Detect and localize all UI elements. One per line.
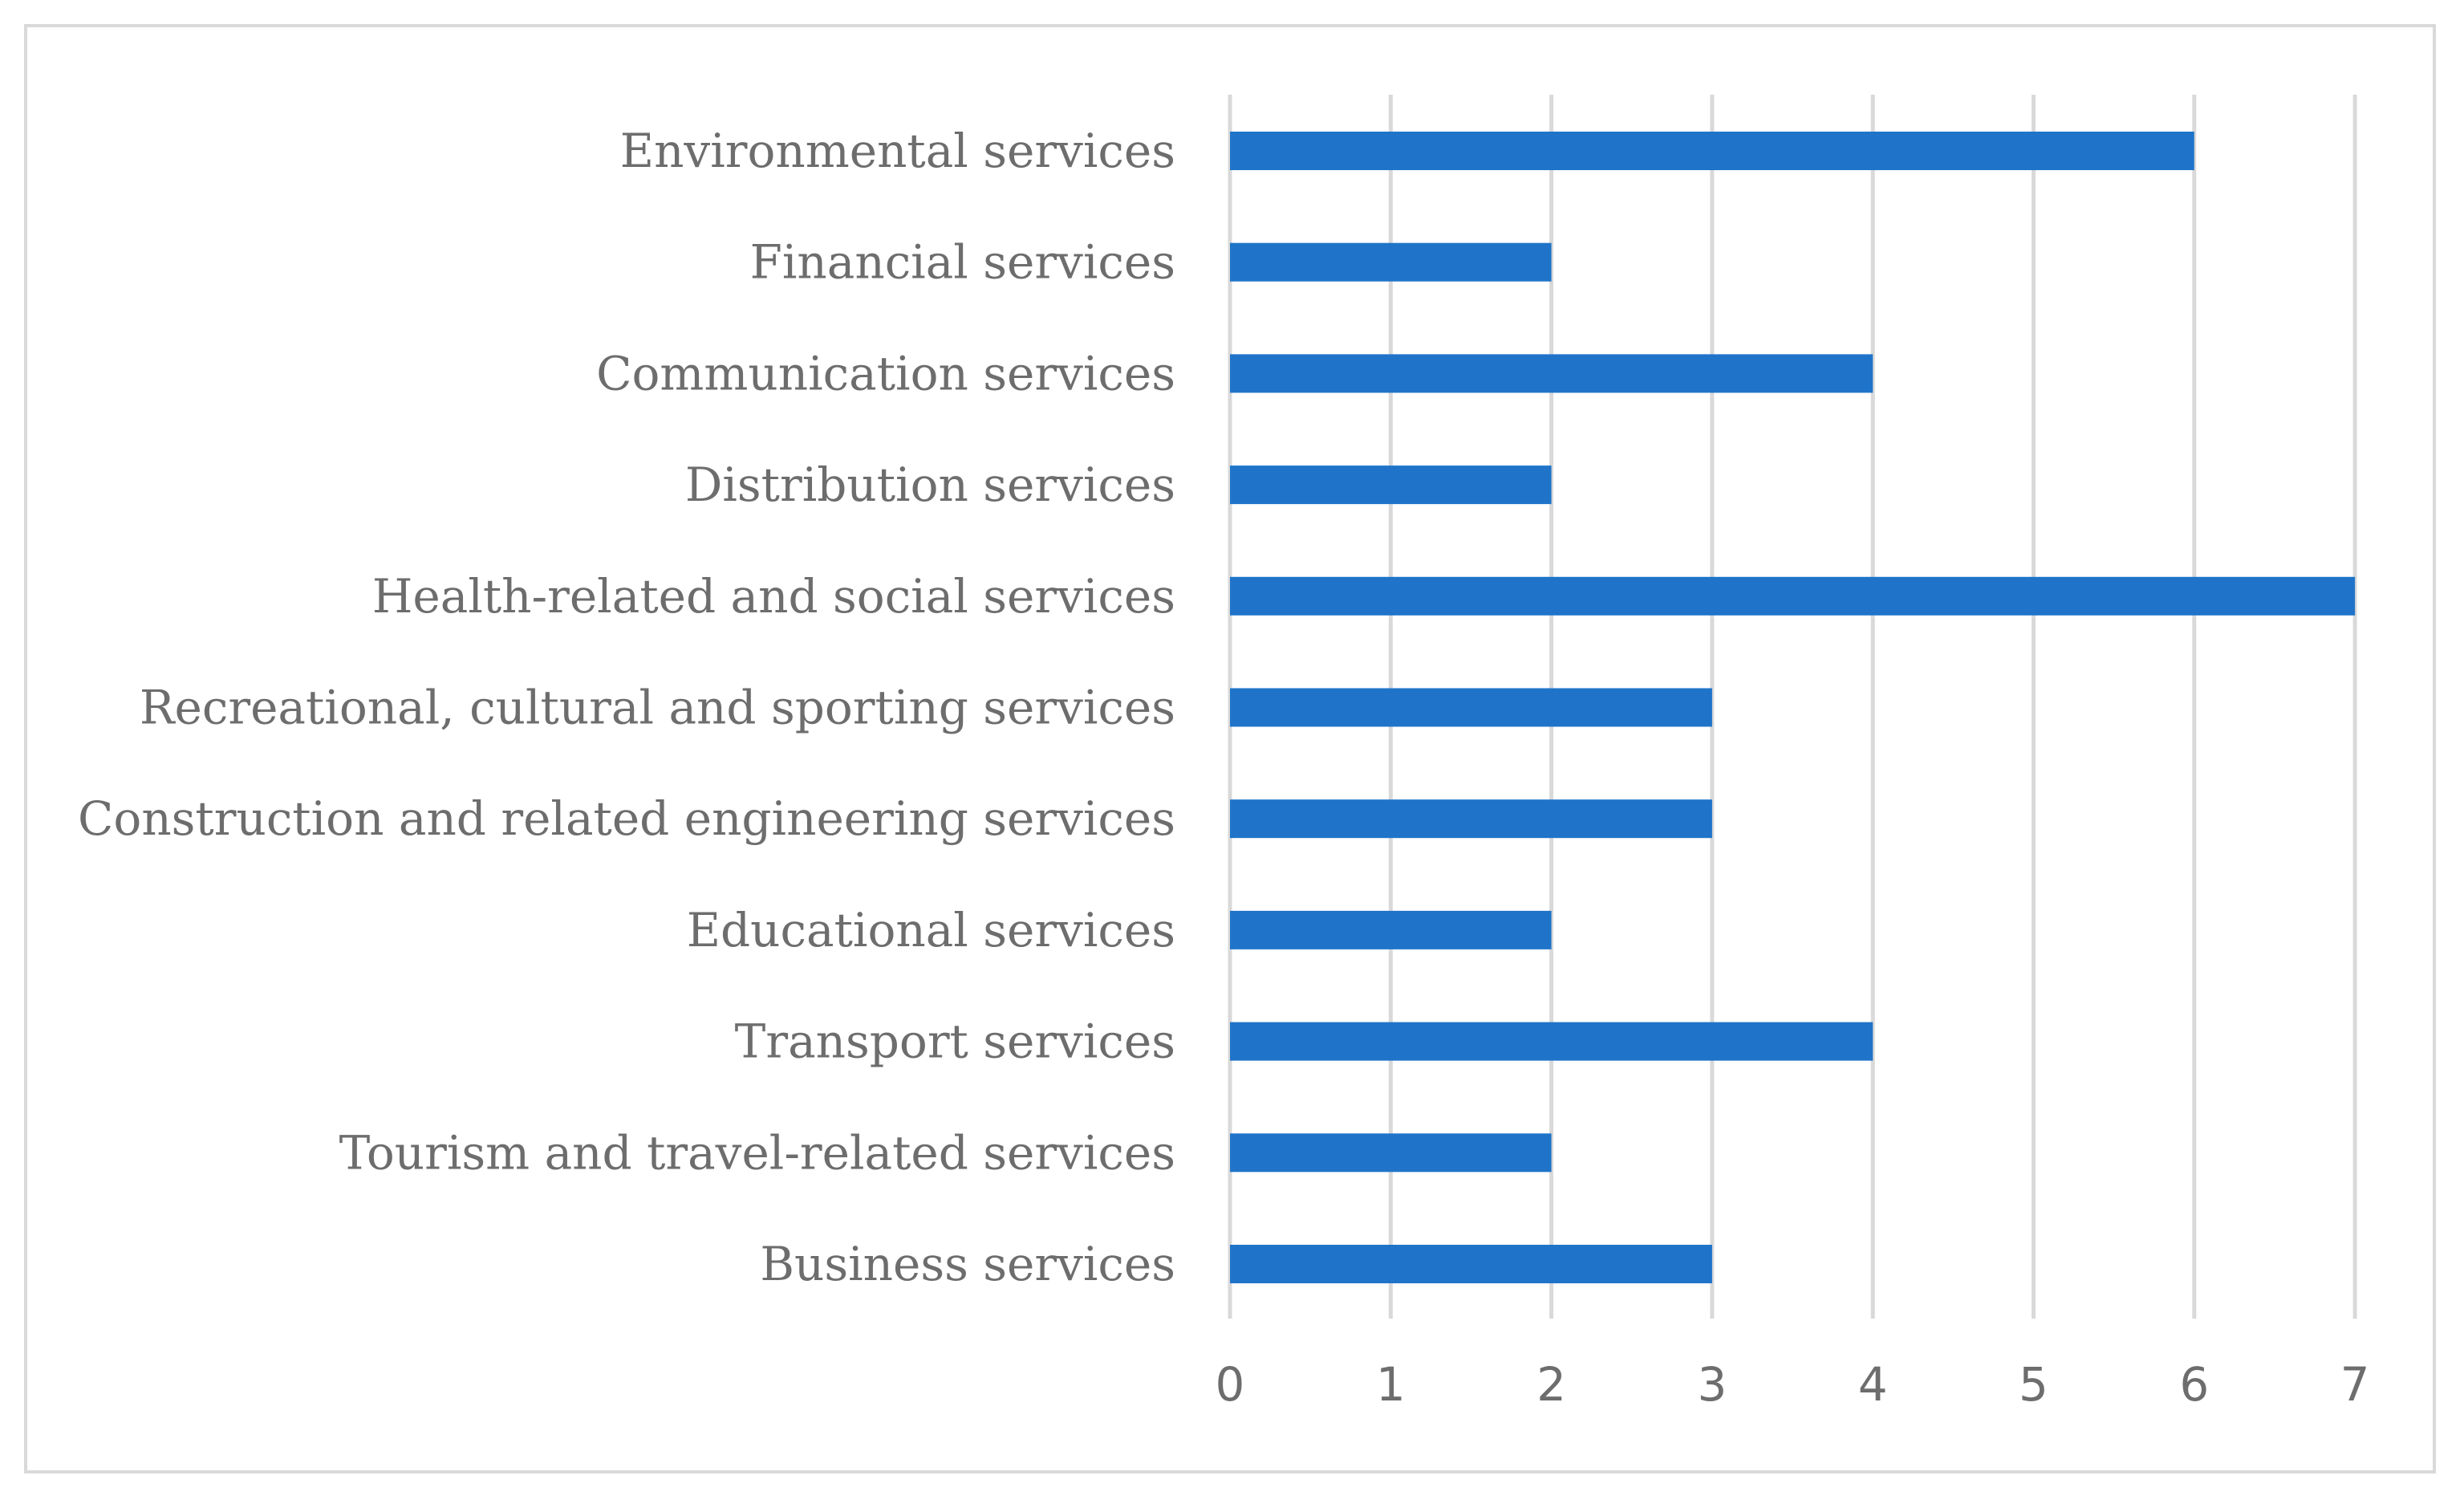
x-tick-label-1: 1 xyxy=(1376,1357,1406,1412)
category-label-4: Health-related and social services xyxy=(372,569,1175,624)
bar-8 xyxy=(1230,1022,1873,1061)
x-tick-label-6: 6 xyxy=(2179,1357,2209,1412)
category-label-3: Distribution services xyxy=(685,457,1175,512)
x-tick-label-2: 2 xyxy=(1536,1357,1566,1412)
x-tick-label-3: 3 xyxy=(1697,1357,1727,1412)
bar-4 xyxy=(1230,576,2356,616)
bar-10 xyxy=(1230,1245,1712,1283)
bar-5 xyxy=(1230,688,1712,727)
x-tick-label-0: 0 xyxy=(1216,1357,1245,1412)
category-label-10: Business services xyxy=(760,1237,1175,1291)
bar-0 xyxy=(1230,132,2194,170)
bar-3 xyxy=(1230,465,1552,505)
x-tick-label-7: 7 xyxy=(2340,1357,2370,1412)
bar-9 xyxy=(1230,1133,1552,1173)
x-tick-label-5: 5 xyxy=(2019,1357,2048,1412)
bar-2 xyxy=(1230,354,1873,393)
category-label-2: Communication services xyxy=(596,346,1175,400)
category-label-6: Construction and related engineering ser… xyxy=(78,791,1175,846)
category-label-8: Transport services xyxy=(735,1014,1175,1069)
category-label-7: Educational services xyxy=(687,903,1175,957)
bar-1 xyxy=(1230,242,1552,282)
category-label-0: Environmental services xyxy=(620,124,1175,178)
bar-7 xyxy=(1230,910,1552,949)
category-label-1: Financial services xyxy=(750,235,1175,290)
category-label-9: Tourism and travel-related services xyxy=(339,1125,1175,1180)
x-tick-label-4: 4 xyxy=(1858,1357,1888,1412)
category-label-5: Recreational, cultural and sporting serv… xyxy=(140,681,1175,735)
bar-6 xyxy=(1230,799,1712,839)
